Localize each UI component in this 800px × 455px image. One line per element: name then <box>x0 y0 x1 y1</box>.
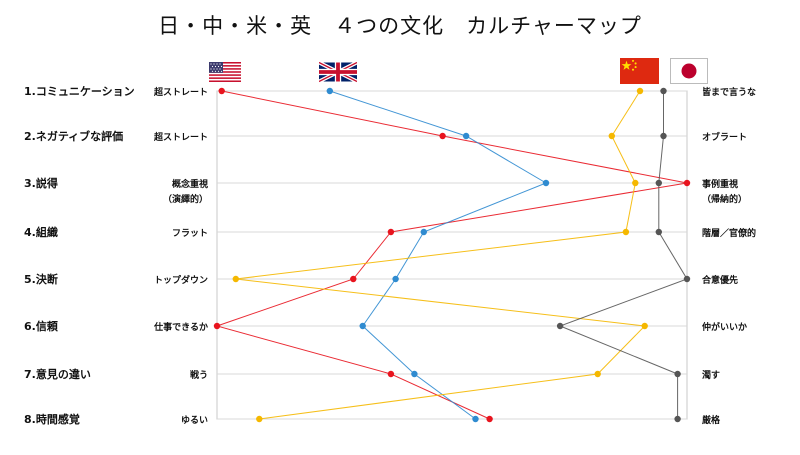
data-point-us <box>350 275 357 283</box>
category-label: 6.信頼 <box>24 319 59 333</box>
data-point-us <box>218 87 225 95</box>
data-point-uk <box>392 275 399 283</box>
cn-flag-icon <box>620 58 659 88</box>
right-scale-label: オブラート <box>702 131 747 143</box>
chart-title: 日・中・米・英 ４つの文化 カルチャーマップ <box>158 14 642 38</box>
category-label: 5.決断 <box>24 272 58 286</box>
data-point-uk <box>462 132 470 140</box>
right-scale-label: 仲がいいか <box>702 321 747 333</box>
category-label: 3.説得 <box>24 176 58 190</box>
data-point-cn <box>608 132 615 140</box>
left-scale-label: ゆるい <box>181 415 208 426</box>
uk-flag-icon <box>318 60 358 88</box>
data-point-us <box>213 322 221 330</box>
us-flag-icon <box>209 62 241 86</box>
data-point-cn <box>256 415 263 423</box>
data-point-us <box>439 132 446 140</box>
data-point-us <box>683 179 691 187</box>
data-point-jp <box>655 228 662 236</box>
data-point-uk <box>420 228 427 236</box>
data-point-uk <box>359 322 366 330</box>
category-label: 1.コミュニケーション <box>24 85 135 98</box>
data-point-cn <box>594 370 601 378</box>
right-scale-label: 合意優先 <box>702 274 738 286</box>
series-line-jp <box>558 91 688 419</box>
data-point-jp <box>660 87 667 95</box>
series-line-cn <box>235 90 646 420</box>
left-scale-label: 戦う <box>190 369 208 381</box>
data-point-us <box>387 228 395 236</box>
data-point-cn <box>232 275 239 283</box>
left-scale-label: フラット <box>172 228 208 239</box>
data-point-jp <box>674 415 681 423</box>
data-point-uk <box>542 179 550 187</box>
jp-flag-icon <box>670 58 708 88</box>
right-scale-label: 事例重視（帰納的） <box>702 178 747 205</box>
data-point-us <box>486 415 493 423</box>
data-point-jp <box>674 370 681 378</box>
data-point-jp <box>660 132 667 140</box>
category-label: 2.ネガティブな評価 <box>24 129 123 143</box>
data-point-jp <box>683 275 691 283</box>
series-line-us <box>215 90 688 420</box>
plot-frame <box>216 90 688 420</box>
right-scale-label: 階層／官僚的 <box>702 227 756 239</box>
left-scale-label: トップダウン <box>154 274 208 286</box>
right-scale-label: 厳格 <box>702 414 721 426</box>
data-point-cn <box>622 228 630 236</box>
right-scale-label: 皆まで言うな <box>702 86 756 98</box>
data-point-cn <box>632 179 639 187</box>
data-point-jp <box>655 179 662 187</box>
right-scale-label: 濁す <box>702 369 720 381</box>
data-point-us <box>387 370 395 378</box>
data-point-jp <box>556 322 564 330</box>
left-scale-label: 超ストレート <box>153 86 208 98</box>
left-scale-label: 仕事できるか <box>153 321 208 333</box>
left-scale-label: 超ストレート <box>153 131 208 143</box>
data-point-uk <box>472 415 479 423</box>
category-label: 8.時間感覚 <box>24 412 80 426</box>
data-point-cn <box>636 87 644 95</box>
left-scale-label: 概念重視（演繹的） <box>163 178 208 205</box>
data-point-cn <box>641 322 648 330</box>
category-label: 7.意見の違い <box>24 367 91 381</box>
data-point-uk <box>411 370 418 378</box>
series-line-uk <box>329 90 548 420</box>
data-point-uk <box>326 87 333 95</box>
category-label: 4.組織 <box>24 225 58 239</box>
